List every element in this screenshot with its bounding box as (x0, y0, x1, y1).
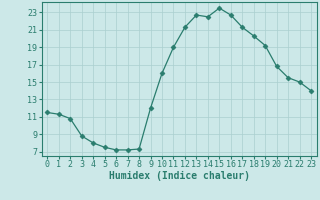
X-axis label: Humidex (Indice chaleur): Humidex (Indice chaleur) (109, 171, 250, 181)
